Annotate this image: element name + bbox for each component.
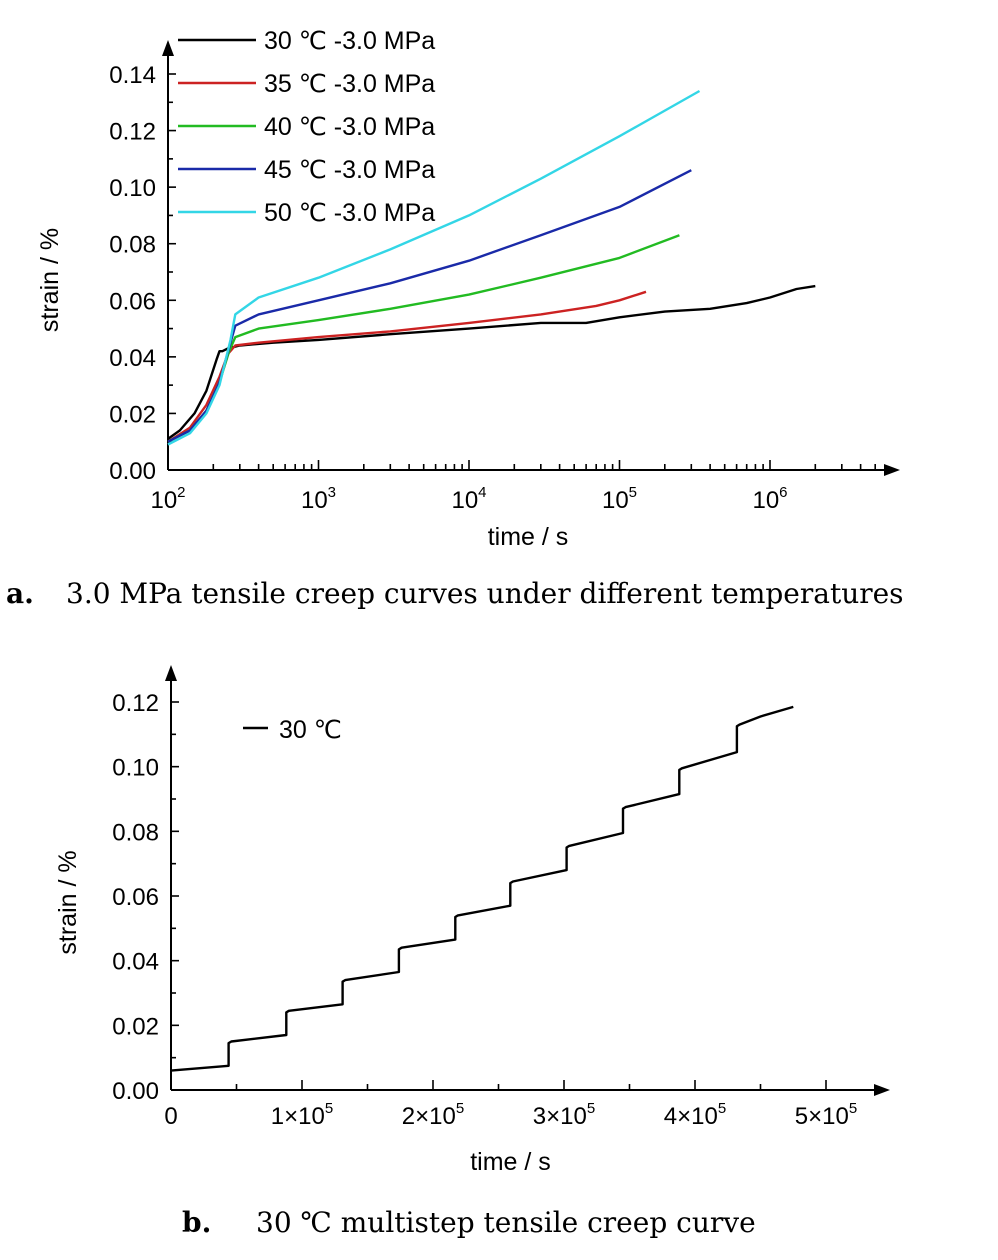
y-tick-label-a: 0.00 (109, 458, 156, 485)
x-tick-label-a: 104 (451, 484, 486, 514)
series-line-a-2 (167, 290, 647, 443)
x-tick-label-b: 0 (164, 1103, 177, 1130)
x-tick-label-a: 103 (301, 484, 336, 514)
chart-b: 0.00 0.02 0.04 0.06 0.08 0.10 0.12 0 1×105 2×105 3… (54, 665, 890, 1176)
legend-label-a-4: 45 ℃ -3.0 MPa (264, 156, 435, 184)
y-tick-label-b: 0.00 (112, 1078, 159, 1105)
x-tick-label-b: 3×105 (533, 1100, 595, 1130)
legend-a: 30 ℃ -3.0 MPa 35 ℃ -3.0 MPa 40 ℃ -3.0 MPa 4… (178, 27, 435, 227)
legend-label-a-3: 40 ℃ -3.0 MPa (264, 113, 435, 141)
y-tick-label-a: 0.12 (109, 119, 156, 146)
series-line-a-1 (167, 284, 816, 440)
x-tick-label-b: 4×105 (664, 1100, 726, 1130)
chart-a: 0.00 0.02 0.04 0.06 0.08 0.10 0.12 0.14 102 103 10… (36, 27, 900, 551)
legend-label-a-2: 35 ℃ -3.0 MPa (264, 70, 435, 98)
x-axis-arrow-a (884, 464, 900, 476)
x-tick-label-a: 102 (150, 484, 185, 514)
y-tick-label-a: 0.08 (109, 232, 156, 259)
x-tick-label-b: 2×105 (402, 1100, 464, 1130)
y-tick-label-a: 0.14 (109, 62, 156, 89)
series-line-a-3 (167, 234, 680, 443)
caption-b: b. 30 ℃ multistep tensile creep curve (182, 1206, 756, 1239)
x-axis-label-b: time / s (470, 1148, 551, 1176)
y-tick-label-a: 0.02 (109, 401, 156, 428)
x-tick-label-b: 5×105 (795, 1100, 857, 1130)
y-axis-label-a: strain / % (36, 228, 64, 332)
y-tick-label-b: 0.10 (112, 755, 159, 782)
x-tick-label-a: 105 (602, 484, 637, 514)
y-tick-label-b: 0.06 (112, 884, 159, 911)
legend-label-b-1: 30 ℃ (279, 716, 342, 744)
y-tick-label-b: 0.04 (112, 949, 159, 976)
x-tick-label-b: 1×105 (271, 1100, 333, 1130)
x-tick-label-a: 106 (752, 484, 787, 514)
y-axis-label-b: strain / % (54, 850, 82, 954)
caption-a: a. 3.0 MPa tensile creep curves under dif… (6, 577, 904, 610)
y-tick-label-a: 0.04 (109, 345, 156, 372)
legend-label-a-1: 30 ℃ -3.0 MPa (264, 27, 435, 55)
legend-label-a-5: 50 ℃ -3.0 MPa (264, 199, 435, 227)
series-line-a-5 (167, 89, 701, 446)
x-axis-arrow-b (874, 1084, 890, 1096)
y-axis-arrow-b (165, 665, 177, 681)
y-tick-label-b: 0.02 (112, 1013, 159, 1040)
y-tick-label-b: 0.08 (112, 819, 159, 846)
legend-b: 30 ℃ (243, 716, 342, 744)
y-axis-arrow-a (162, 40, 174, 56)
x-axis-label-a: time / s (488, 523, 569, 551)
y-tick-label-b: 0.12 (112, 690, 159, 717)
y-tick-label-a: 0.06 (109, 288, 156, 315)
series-line-b-1 (170, 705, 794, 1072)
y-tick-label-a: 0.10 (109, 175, 156, 202)
